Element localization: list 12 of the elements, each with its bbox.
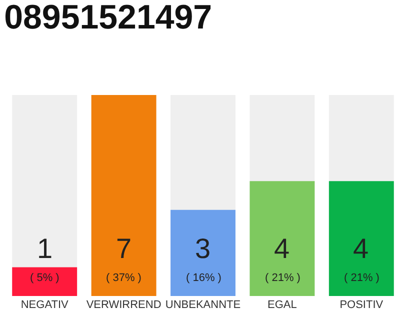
x-tick-label: NEGATIV bbox=[20, 299, 69, 311]
x-tick-label: VERWIRREND bbox=[86, 299, 162, 311]
chart-title: 08951521497 bbox=[4, 0, 212, 37]
x-tick-label: POSITIV bbox=[340, 299, 384, 311]
data-label: 1 ( 5% ) bbox=[30, 233, 60, 284]
x-tick-label: EGAL bbox=[268, 299, 297, 311]
data-label: 3 ( 16% ) bbox=[186, 233, 222, 284]
data-label: 7 ( 37% ) bbox=[106, 233, 142, 284]
bar bbox=[12, 267, 78, 296]
data-label: 4 ( 21% ) bbox=[265, 233, 300, 284]
x-tick-label: UNBEKANNTE bbox=[165, 299, 241, 311]
data-label: 4 ( 21% ) bbox=[344, 233, 380, 284]
